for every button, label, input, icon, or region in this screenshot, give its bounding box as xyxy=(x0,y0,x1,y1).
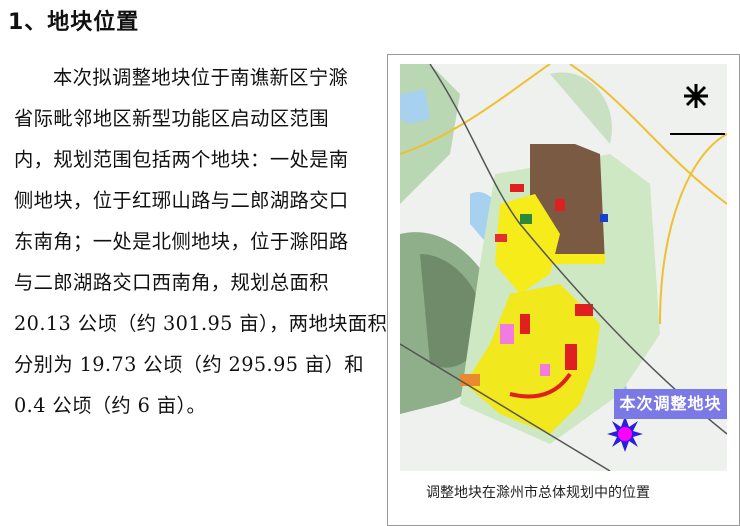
paragraph-line: 东南角；一处是北侧地块，位于滁阳路 xyxy=(14,230,349,253)
adjusted-plot-label: 本次调整地块 xyxy=(614,389,727,419)
paragraph-line: 与二郎湖路交口西南角，规划总面积 xyxy=(14,271,329,294)
paragraph-line: 本次拟调整地块位于南谯新区宁滁 xyxy=(53,66,349,89)
master-plan-map xyxy=(400,64,727,471)
figure-frame: 本次调整地块 调整地块在滁州市总体规划中的位置 xyxy=(387,54,740,526)
paragraph-line: 侧地块，位于红琊山路与二郎湖路交口 xyxy=(14,189,349,212)
section-title: 1、地块位置 xyxy=(8,10,140,35)
paragraph-line: 20.13 公顷（约 301.95 亩），两地块面积 xyxy=(14,312,388,335)
compass-icon xyxy=(684,84,708,108)
figure-caption: 调整地块在滁州市总体规划中的位置 xyxy=(426,485,650,501)
paragraph-line: 内，规划范围包括两个地块：一处是南 xyxy=(14,148,349,171)
paragraph-line: 省际毗邻地区新型功能区启动区范围 xyxy=(14,107,329,130)
body-paragraph: 本次拟调整地块位于南谯新区宁滁 省际毗邻地区新型功能区启动区范围 内，规划范围包… xyxy=(14,60,388,429)
site-marker-star-icon xyxy=(607,416,643,452)
paragraph-line: 分别为 19.73 公顷（约 295.95 亩）和 xyxy=(14,353,364,376)
paragraph-line: 0.4 公顷（约 6 亩）。 xyxy=(14,394,207,417)
